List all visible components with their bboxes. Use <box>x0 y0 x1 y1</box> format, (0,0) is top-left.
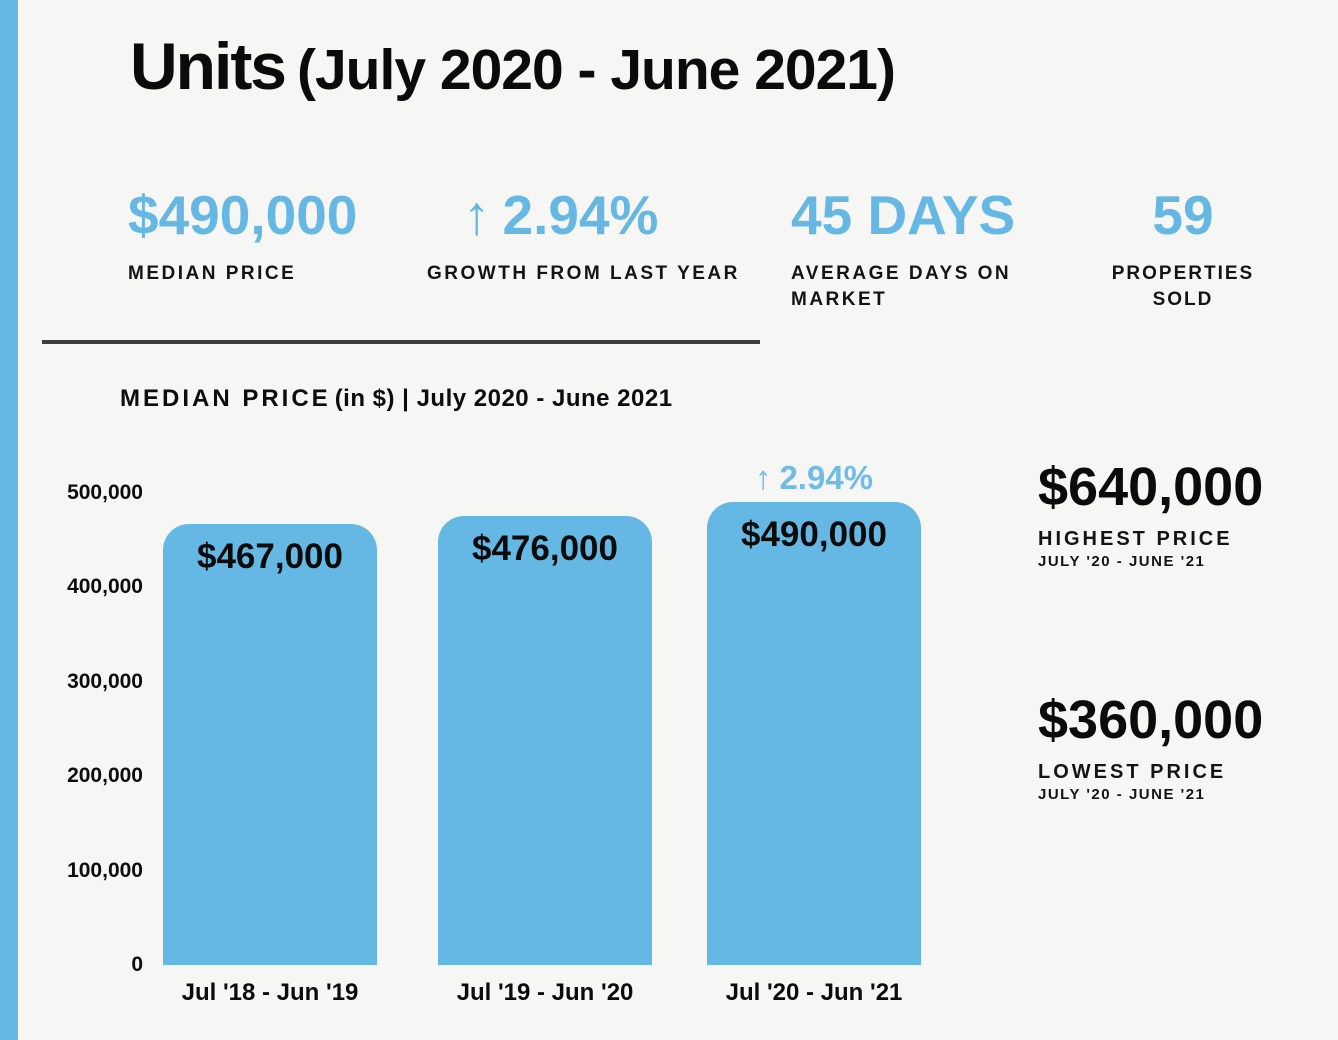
up-arrow-icon: ↑ <box>754 459 772 497</box>
stat-growth-value: ↑ 2.94% <box>463 188 740 243</box>
growth-annotation: ↑ 2.94% <box>694 460 934 496</box>
stat-median-price-label: MEDIAN PRICE <box>128 263 297 284</box>
x-axis-category-label: Jul '20 - Jun '21 <box>725 979 903 1006</box>
stat-median-price-value: $490,000 <box>128 184 358 246</box>
lowest-price-value: $360,000 <box>1038 690 1264 750</box>
highest-price-period: JULY '20 - JUNE '21 <box>1038 553 1206 570</box>
growth-annotation-number: 2.94% <box>779 459 874 497</box>
page-title: Units (July 2020 - June 2021) <box>130 28 896 104</box>
page-title-period: (July 2020 - June 2021) <box>297 38 896 102</box>
stat-days-on-market-value: 45 DAYS <box>791 184 1016 246</box>
y-axis-tick-label: 100,000 <box>67 858 143 882</box>
up-arrow-icon: ↑ <box>463 184 491 246</box>
chart-title: MEDIAN PRICE (in $) | July 2020 - June 20… <box>120 385 673 413</box>
lowest-price-block: $360,000 LOWEST PRICE JULY '20 - JUNE '2… <box>1038 693 1263 804</box>
highest-price-label: HIGHEST PRICE <box>1038 528 1233 550</box>
bar-value-label: $490,000 <box>741 515 887 555</box>
chart-title-sub: (in $) | July 2020 - June 2021 <box>334 385 673 412</box>
page-title-main: Units <box>130 29 287 103</box>
stat-properties-sold-label: PROPERTIES SOLD <box>1111 263 1255 310</box>
section-divider <box>42 340 760 344</box>
lowest-price-label: LOWEST PRICE <box>1038 761 1227 783</box>
bar-Jul '19 - Jun '20: $476,000 <box>438 515 652 965</box>
bar-value-label: $476,000 <box>472 528 618 568</box>
lowest-price-period: JULY '20 - JUNE '21 <box>1038 786 1206 803</box>
bar-Jul '18 - Jun '19: $467,000 <box>163 524 377 965</box>
stat-properties-sold-value: 59 <box>1152 184 1214 246</box>
x-axis-category-label: Jul '18 - Jun '19 <box>181 979 359 1006</box>
stat-growth-label: GROWTH FROM LAST YEAR <box>427 263 740 284</box>
stat-growth-number: 2.94% <box>502 184 659 246</box>
bar-value-label: $467,000 <box>197 537 343 577</box>
y-axis-tick-label: 500,000 <box>67 481 143 504</box>
stat-days-on-market-label: AVERAGE DAYS ON MARKET <box>791 263 1012 310</box>
y-axis-tick-label: 200,000 <box>67 764 143 788</box>
stat-properties-sold: 59 PROPERTIES SOLD <box>1080 188 1286 313</box>
stat-median-price: $490,000 MEDIAN PRICE <box>128 188 357 287</box>
bar-Jul '20 - Jun '21: $490,000 <box>707 502 921 965</box>
highest-price-block: $640,000 HIGHEST PRICE JULY '20 - JUNE '… <box>1038 460 1263 571</box>
stat-growth: ↑ 2.94% GROWTH FROM LAST YEAR <box>427 188 740 287</box>
x-axis-category-label: Jul '19 - Jun '20 <box>456 979 634 1006</box>
stat-days-on-market: 45 DAYS AVERAGE DAYS ON MARKET <box>791 188 1021 313</box>
left-accent-strip <box>0 0 18 1040</box>
y-axis-tick-label: 300,000 <box>67 669 143 693</box>
chart-title-main: MEDIAN PRICE <box>120 385 331 412</box>
y-axis-tick-label: 400,000 <box>67 575 143 599</box>
y-axis-tick-label: 0 <box>131 953 143 976</box>
highest-price-value: $640,000 <box>1038 457 1264 517</box>
